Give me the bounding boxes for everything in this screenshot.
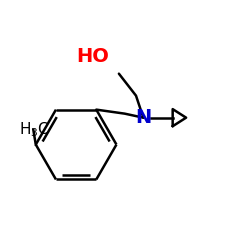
Text: HO: HO [76,47,109,66]
Text: H$_3$C: H$_3$C [19,120,49,139]
Text: N: N [135,108,152,127]
